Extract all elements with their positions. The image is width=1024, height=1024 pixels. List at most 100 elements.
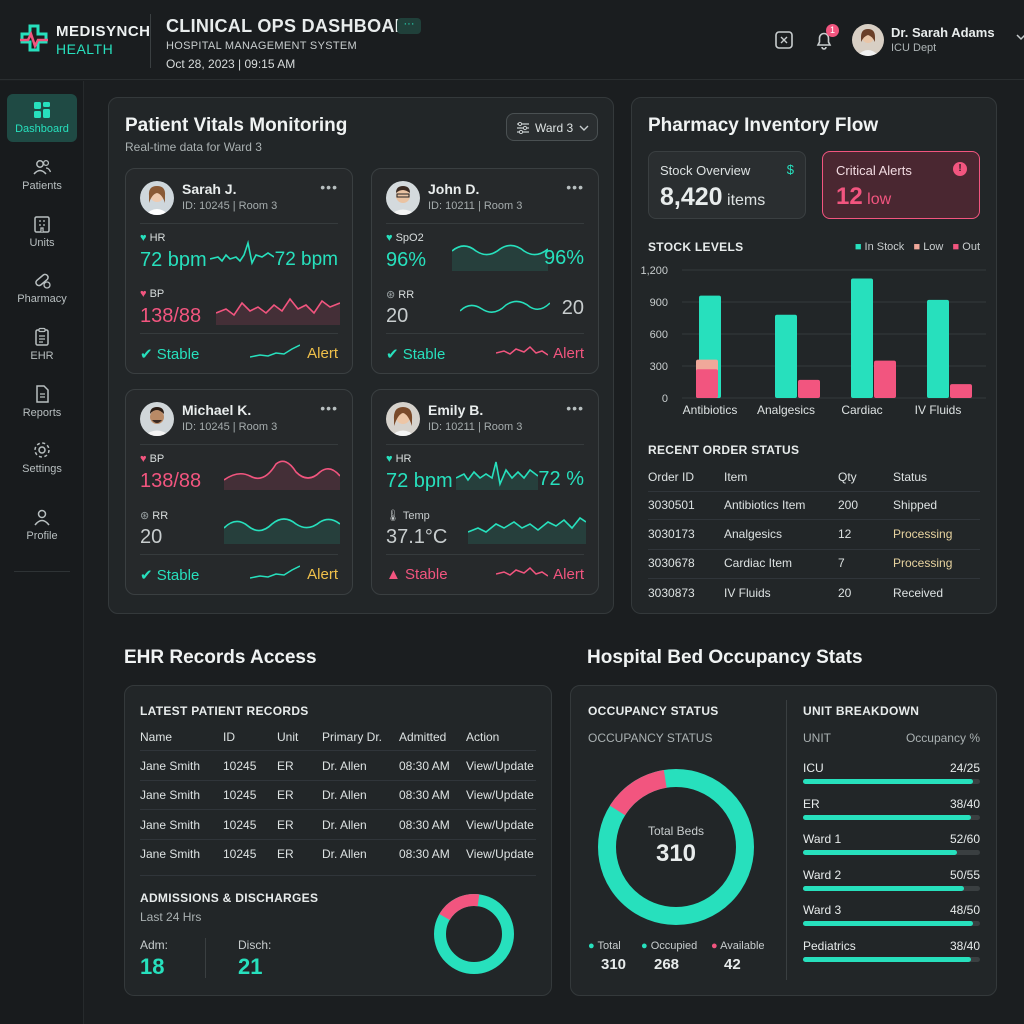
patient-meta: ID: 10211 | Room 3 [428, 421, 523, 433]
stock-overview-card[interactable]: Stock Overview $ 8,420 items [648, 151, 806, 219]
bar-out[interactable] [798, 379, 820, 398]
beds-title: Hospital Bed Occupancy Stats [587, 647, 863, 668]
sidebar-item-label: Profile [26, 530, 58, 542]
bp-sparkline [224, 460, 340, 490]
bar-out[interactable] [874, 360, 896, 398]
occupancy-bar-fill [803, 814, 971, 820]
view-update-link[interactable]: View/Update [466, 788, 534, 802]
metric-value: 72 bpm [140, 249, 207, 271]
sidebar-item-ehr[interactable]: EHR [7, 321, 77, 369]
patient-card[interactable]: Emily B. ID: 10211 | Room 3 ••• ♥ HR 72 … [371, 389, 599, 595]
view-update-link[interactable]: View/Update [466, 759, 534, 773]
record-unit: ER [277, 818, 294, 832]
alert-link[interactable]: Alert [553, 345, 584, 362]
y-tick-label: 900 [650, 297, 668, 309]
record-unit: ER [277, 788, 294, 802]
spo2-sparkline [452, 244, 548, 271]
notification-badge: 1 [826, 24, 839, 37]
record-admitted: 08:30 AM [399, 759, 450, 773]
profile-icon [34, 509, 50, 526]
alert-link[interactable]: Alert [553, 566, 584, 583]
sidebar-item-reports[interactable]: Reports [7, 378, 77, 426]
expand-icon[interactable] [773, 29, 795, 51]
bar-out[interactable] [950, 384, 972, 398]
patient-card[interactable]: Michael K. ID: 10245 | Room 3 ••• ♥ BP 1… [125, 389, 353, 595]
unit-occupancy: 50/55 [949, 867, 980, 882]
record-unit: ER [277, 847, 294, 861]
sidebar-divider [14, 571, 70, 572]
order-item: Antibiotics Item [724, 498, 806, 512]
patient-avatar [386, 402, 420, 436]
more-options-button[interactable]: ••• [320, 179, 338, 195]
sidebar-item-label: Dashboard [15, 123, 69, 135]
admissions-value: 18 [140, 954, 165, 979]
sidebar-item-units[interactable]: Units [7, 208, 77, 256]
brand-name: MEDISYNCH [56, 23, 151, 40]
sidebar-item-profile[interactable]: Profile [7, 501, 77, 549]
bar-in-stock[interactable] [927, 299, 949, 398]
page-title: CLINICAL OPS DASHBOARD [166, 16, 422, 36]
page-subtitle: HOSPITAL MANAGEMENT SYSTEM [166, 40, 357, 52]
heart-icon: ♥ [140, 288, 147, 300]
unit-occupancy: 38/40 [949, 938, 980, 953]
view-update-link[interactable]: View/Update [466, 818, 534, 832]
vitals-panel: Patient Vitals Monitoring Real-time data… [108, 97, 614, 614]
legend-swatch: ■ [913, 241, 921, 253]
legend-occupied-value: 268 [654, 956, 680, 973]
patient-avatar [140, 402, 174, 436]
divider [140, 750, 536, 751]
record-id: 10245 [223, 759, 257, 773]
view-update-link[interactable]: View/Update [466, 847, 534, 861]
bar-in-stock[interactable] [851, 278, 873, 398]
patient-card[interactable]: Sarah J. ID: 10245 | Room 3 ••• ♥ HR 72 … [125, 168, 353, 374]
sidebar-item-settings[interactable]: Settings [7, 434, 77, 482]
x-tick-label: Cardiac [841, 403, 882, 417]
discharges-label: Disch: [238, 938, 272, 952]
legend-label: In Stock [864, 241, 905, 253]
sidebar-item-pharmacy[interactable]: Pharmacy [7, 264, 77, 312]
sidebar-item-dashboard[interactable]: Dashboard [7, 94, 77, 142]
chevron-down-icon[interactable] [1016, 32, 1024, 42]
order-qty: 12 [838, 527, 852, 541]
critical-alerts-card[interactable]: Critical Alerts ! 12 low [822, 151, 980, 219]
occupancy-status-title: OCCUPANCY STATUS [588, 704, 719, 718]
bar-out[interactable] [696, 369, 718, 398]
metric-label: ♥ HR [386, 453, 412, 465]
ward-filter-dropdown[interactable]: Ward 3 [506, 113, 598, 141]
user-avatar[interactable] [852, 24, 884, 56]
more-options-button[interactable]: ••• [320, 400, 338, 416]
beds-panel: OCCUPANCY STATUS OCCUPANCY STATUS Total … [570, 685, 997, 996]
occupancy-bar-fill [803, 850, 957, 855]
legend-dot: ● [641, 940, 648, 952]
discharges-value: 21 [238, 954, 263, 979]
stock-overview-value: 8,420 items [660, 183, 766, 211]
title-menu-button[interactable]: ··· [397, 18, 421, 34]
trend-sparkline [250, 565, 300, 579]
patient-card[interactable]: John D. ID: 10211 | Room 3 ••• ♥ SpO2 96… [371, 168, 599, 374]
status-badge: ✔ Stable [386, 346, 446, 363]
order-status: Shipped [893, 498, 938, 512]
metric-value: 138/88 [140, 305, 202, 327]
alert-link[interactable]: Alert [307, 566, 338, 583]
patient-name: Emily B. [428, 402, 484, 418]
table-header: Order ID [648, 470, 695, 484]
more-options-button[interactable]: ••• [566, 179, 584, 195]
unit-name: ER [803, 796, 820, 811]
bell-icon[interactable] [813, 29, 835, 51]
divider [140, 554, 338, 555]
table-header: Action [466, 730, 500, 744]
legend-dot: ● [711, 940, 718, 952]
pharmacy-panel: Pharmacy Inventory Flow Stock Overview $… [631, 97, 997, 614]
x-tick-label: Analgesics [757, 403, 815, 417]
divider [648, 549, 980, 550]
table-header: Primary Dr. [322, 730, 382, 744]
patient-name: Michael K. [182, 402, 252, 418]
sidebar-item-patients[interactable]: Patients [7, 151, 77, 199]
bar-in-stock[interactable] [775, 314, 797, 398]
trend-sparkline [496, 566, 548, 577]
more-options-button[interactable]: ••• [566, 400, 584, 416]
alert-link[interactable]: Alert [307, 345, 338, 362]
occupancy-bar-fill [803, 885, 964, 891]
user-name[interactable]: Dr. Sarah Adams [891, 25, 995, 40]
table-header: ID [223, 730, 235, 744]
